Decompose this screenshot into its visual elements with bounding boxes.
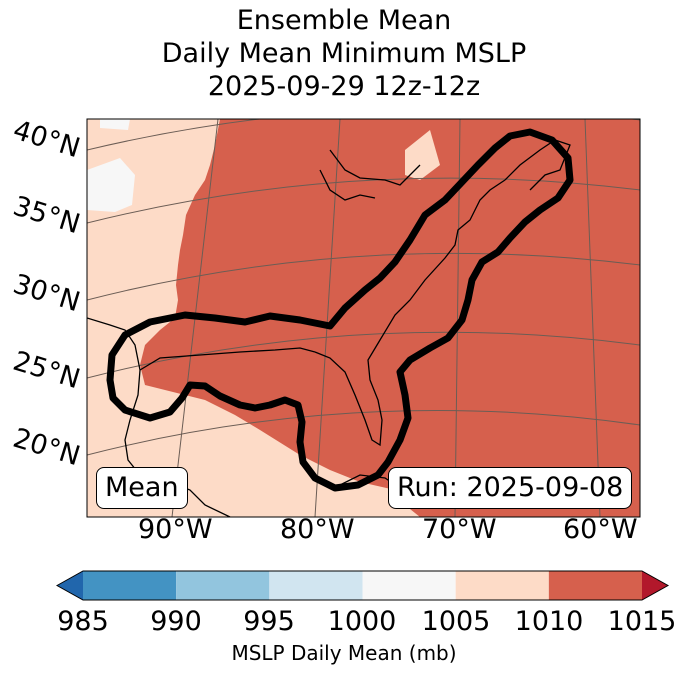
field-1000-1005-patch (87, 158, 135, 212)
colorbar-outline (55, 570, 670, 601)
colorbar-bin-990-995 (176, 571, 270, 600)
map-frame (86, 118, 641, 518)
title-line-2: Daily Mean Minimum MSLP (161, 38, 527, 69)
field-1005-1010-patch (405, 130, 440, 180)
colorbar-tick-990: 990 (150, 606, 202, 637)
colorbar-bin-1000-1005 (362, 571, 456, 600)
colorbar-bin-995-1000 (269, 571, 363, 600)
colorbar-tick-1005: 1005 (421, 606, 491, 637)
mslp-contour (106, 128, 574, 492)
colorbar-extend-low (57, 571, 83, 600)
map-panel (87, 119, 640, 517)
colorbar-bin-1010-1015 (548, 571, 642, 600)
colorbar-tick-1010: 1010 (514, 606, 584, 637)
lon-label-80w: 80°W (280, 514, 355, 545)
lon-label-60w: 60°W (563, 514, 638, 545)
colorbar-tick-985: 985 (57, 606, 109, 637)
colorbar-bin-1005-1010 (455, 571, 549, 600)
lon-label-90w: 90°W (138, 514, 213, 545)
colorbar-tick-1000: 1000 (327, 606, 397, 637)
colorbar (55, 570, 670, 601)
title-line-1: Ensemble Mean (236, 5, 452, 36)
lon-label-70w: 70°W (422, 514, 497, 545)
colorbar-tick-1015: 1015 (607, 606, 677, 637)
run-date-label: Run: 2025-09-08 (388, 467, 633, 509)
colorbar-tick-995: 995 (243, 606, 295, 637)
colorbar-extend-high (642, 571, 668, 600)
colorbar-label: MSLP Daily Mean (mb) (231, 641, 457, 665)
colorbar-bin-985-990 (83, 571, 177, 600)
field-1000-1005-patch-2 (100, 119, 130, 130)
mean-label: Mean (96, 467, 188, 509)
field-1010-1015 (140, 119, 640, 517)
title-line-3: 2025-09-29 12z-12z (207, 71, 481, 102)
map-title: Ensemble Mean Daily Mean Minimum MSLP 20… (0, 4, 688, 103)
